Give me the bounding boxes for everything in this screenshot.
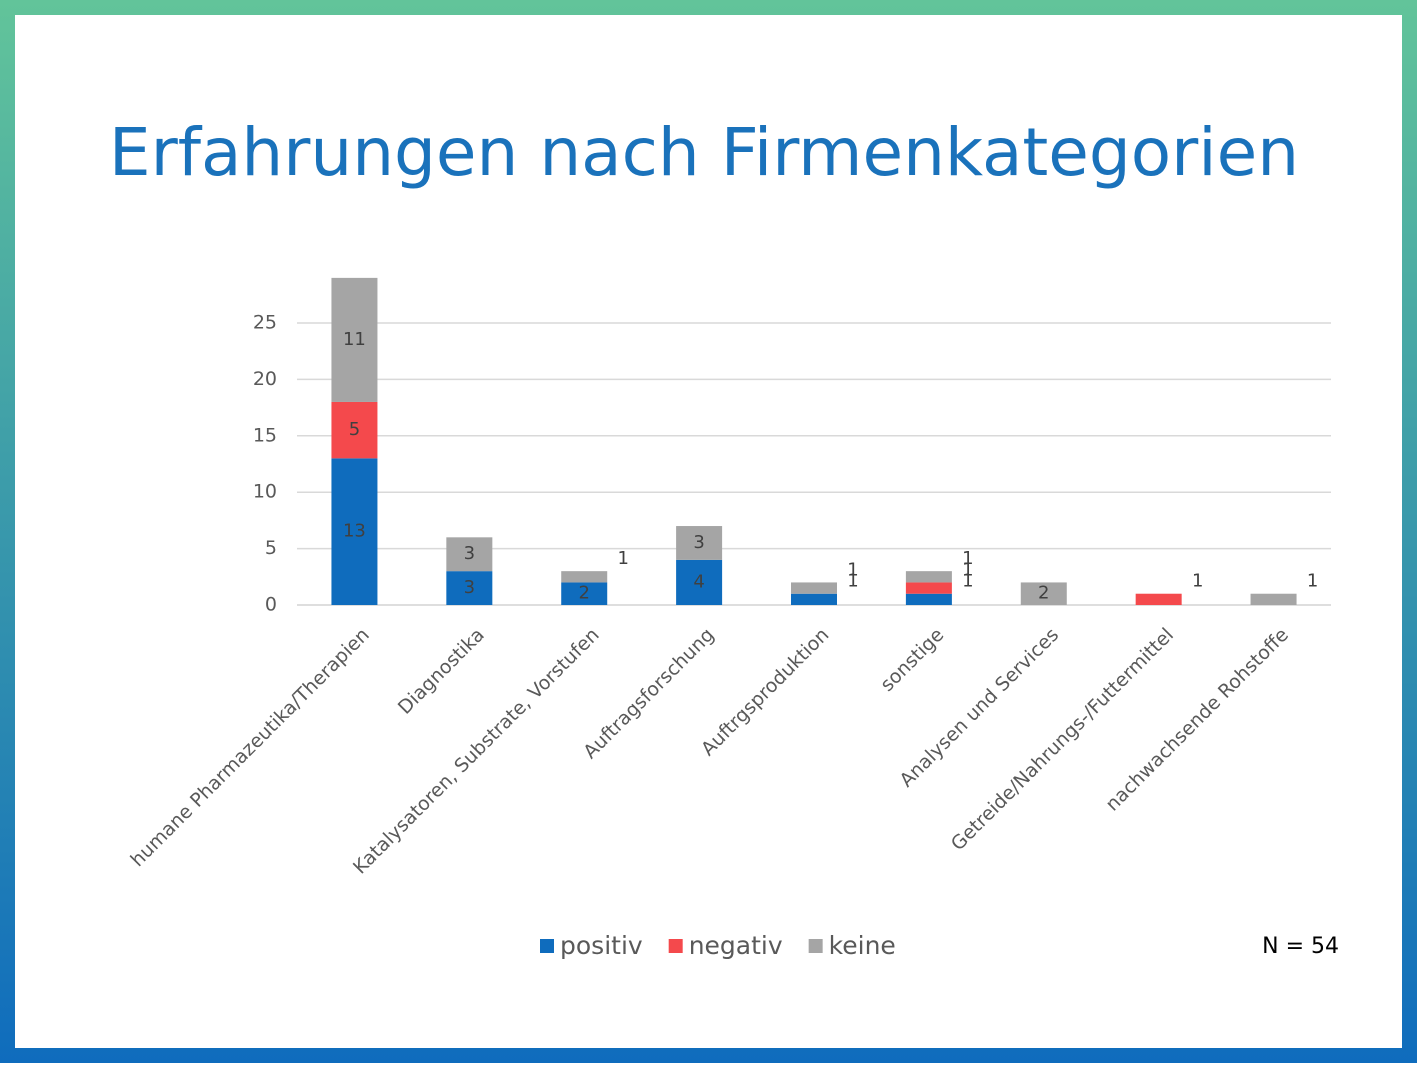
data-label: 1 — [962, 548, 973, 569]
y-tick-label: 15 — [253, 424, 277, 446]
legend-swatch — [540, 939, 554, 953]
data-label: 1 — [962, 571, 973, 592]
bar-segment — [676, 526, 723, 560]
data-label: 2 — [578, 583, 589, 604]
data-label: 3 — [693, 532, 704, 553]
data-label: 5 — [349, 419, 360, 440]
legend-swatch — [668, 939, 683, 953]
legend-label: negativ — [689, 931, 783, 960]
data-label: 1 — [847, 559, 858, 580]
data-label: 4 — [693, 571, 704, 592]
y-tick-label: 5 — [265, 537, 277, 559]
bar-segment — [331, 277, 378, 402]
y-tick-label: 10 — [253, 481, 277, 503]
bar-segment — [331, 458, 378, 605]
legend-label: keine — [829, 931, 896, 960]
data-label: 1 — [1307, 571, 1318, 592]
data-label: 11 — [343, 329, 366, 350]
data-label: 1 — [962, 559, 973, 580]
bar-segment — [561, 571, 608, 583]
data-label: 1 — [847, 571, 858, 592]
bar-segment — [446, 537, 493, 572]
chart-title: Erfahrungen nach Firmenkategorien — [109, 114, 1299, 191]
bar-segment — [676, 559, 723, 605]
bar-segment — [791, 582, 837, 594]
data-label: 1 — [617, 548, 628, 569]
y-tick-label: 20 — [253, 368, 277, 390]
bar-segment — [905, 593, 952, 605]
bar-segment — [791, 593, 837, 605]
bar-segment — [905, 582, 952, 594]
data-label: 2 — [1038, 583, 1049, 604]
bar-segment — [905, 571, 952, 583]
bar-segment — [331, 401, 378, 459]
y-tick-label: 0 — [265, 594, 277, 616]
legend-swatch — [808, 939, 823, 953]
annotation: N = 54 — [1262, 934, 1339, 959]
data-label: 1 — [1192, 571, 1203, 592]
bar-segment — [1250, 593, 1297, 605]
bar-segment — [561, 582, 608, 605]
data-label: 3 — [464, 543, 475, 564]
bar-segment — [1135, 593, 1182, 605]
data-label: 3 — [464, 577, 475, 598]
data-label: 13 — [343, 521, 366, 542]
bar-segment — [1020, 582, 1067, 605]
bar-segment — [446, 571, 493, 605]
y-tick-label: 25 — [253, 312, 277, 334]
legend-label: positiv — [560, 931, 643, 960]
